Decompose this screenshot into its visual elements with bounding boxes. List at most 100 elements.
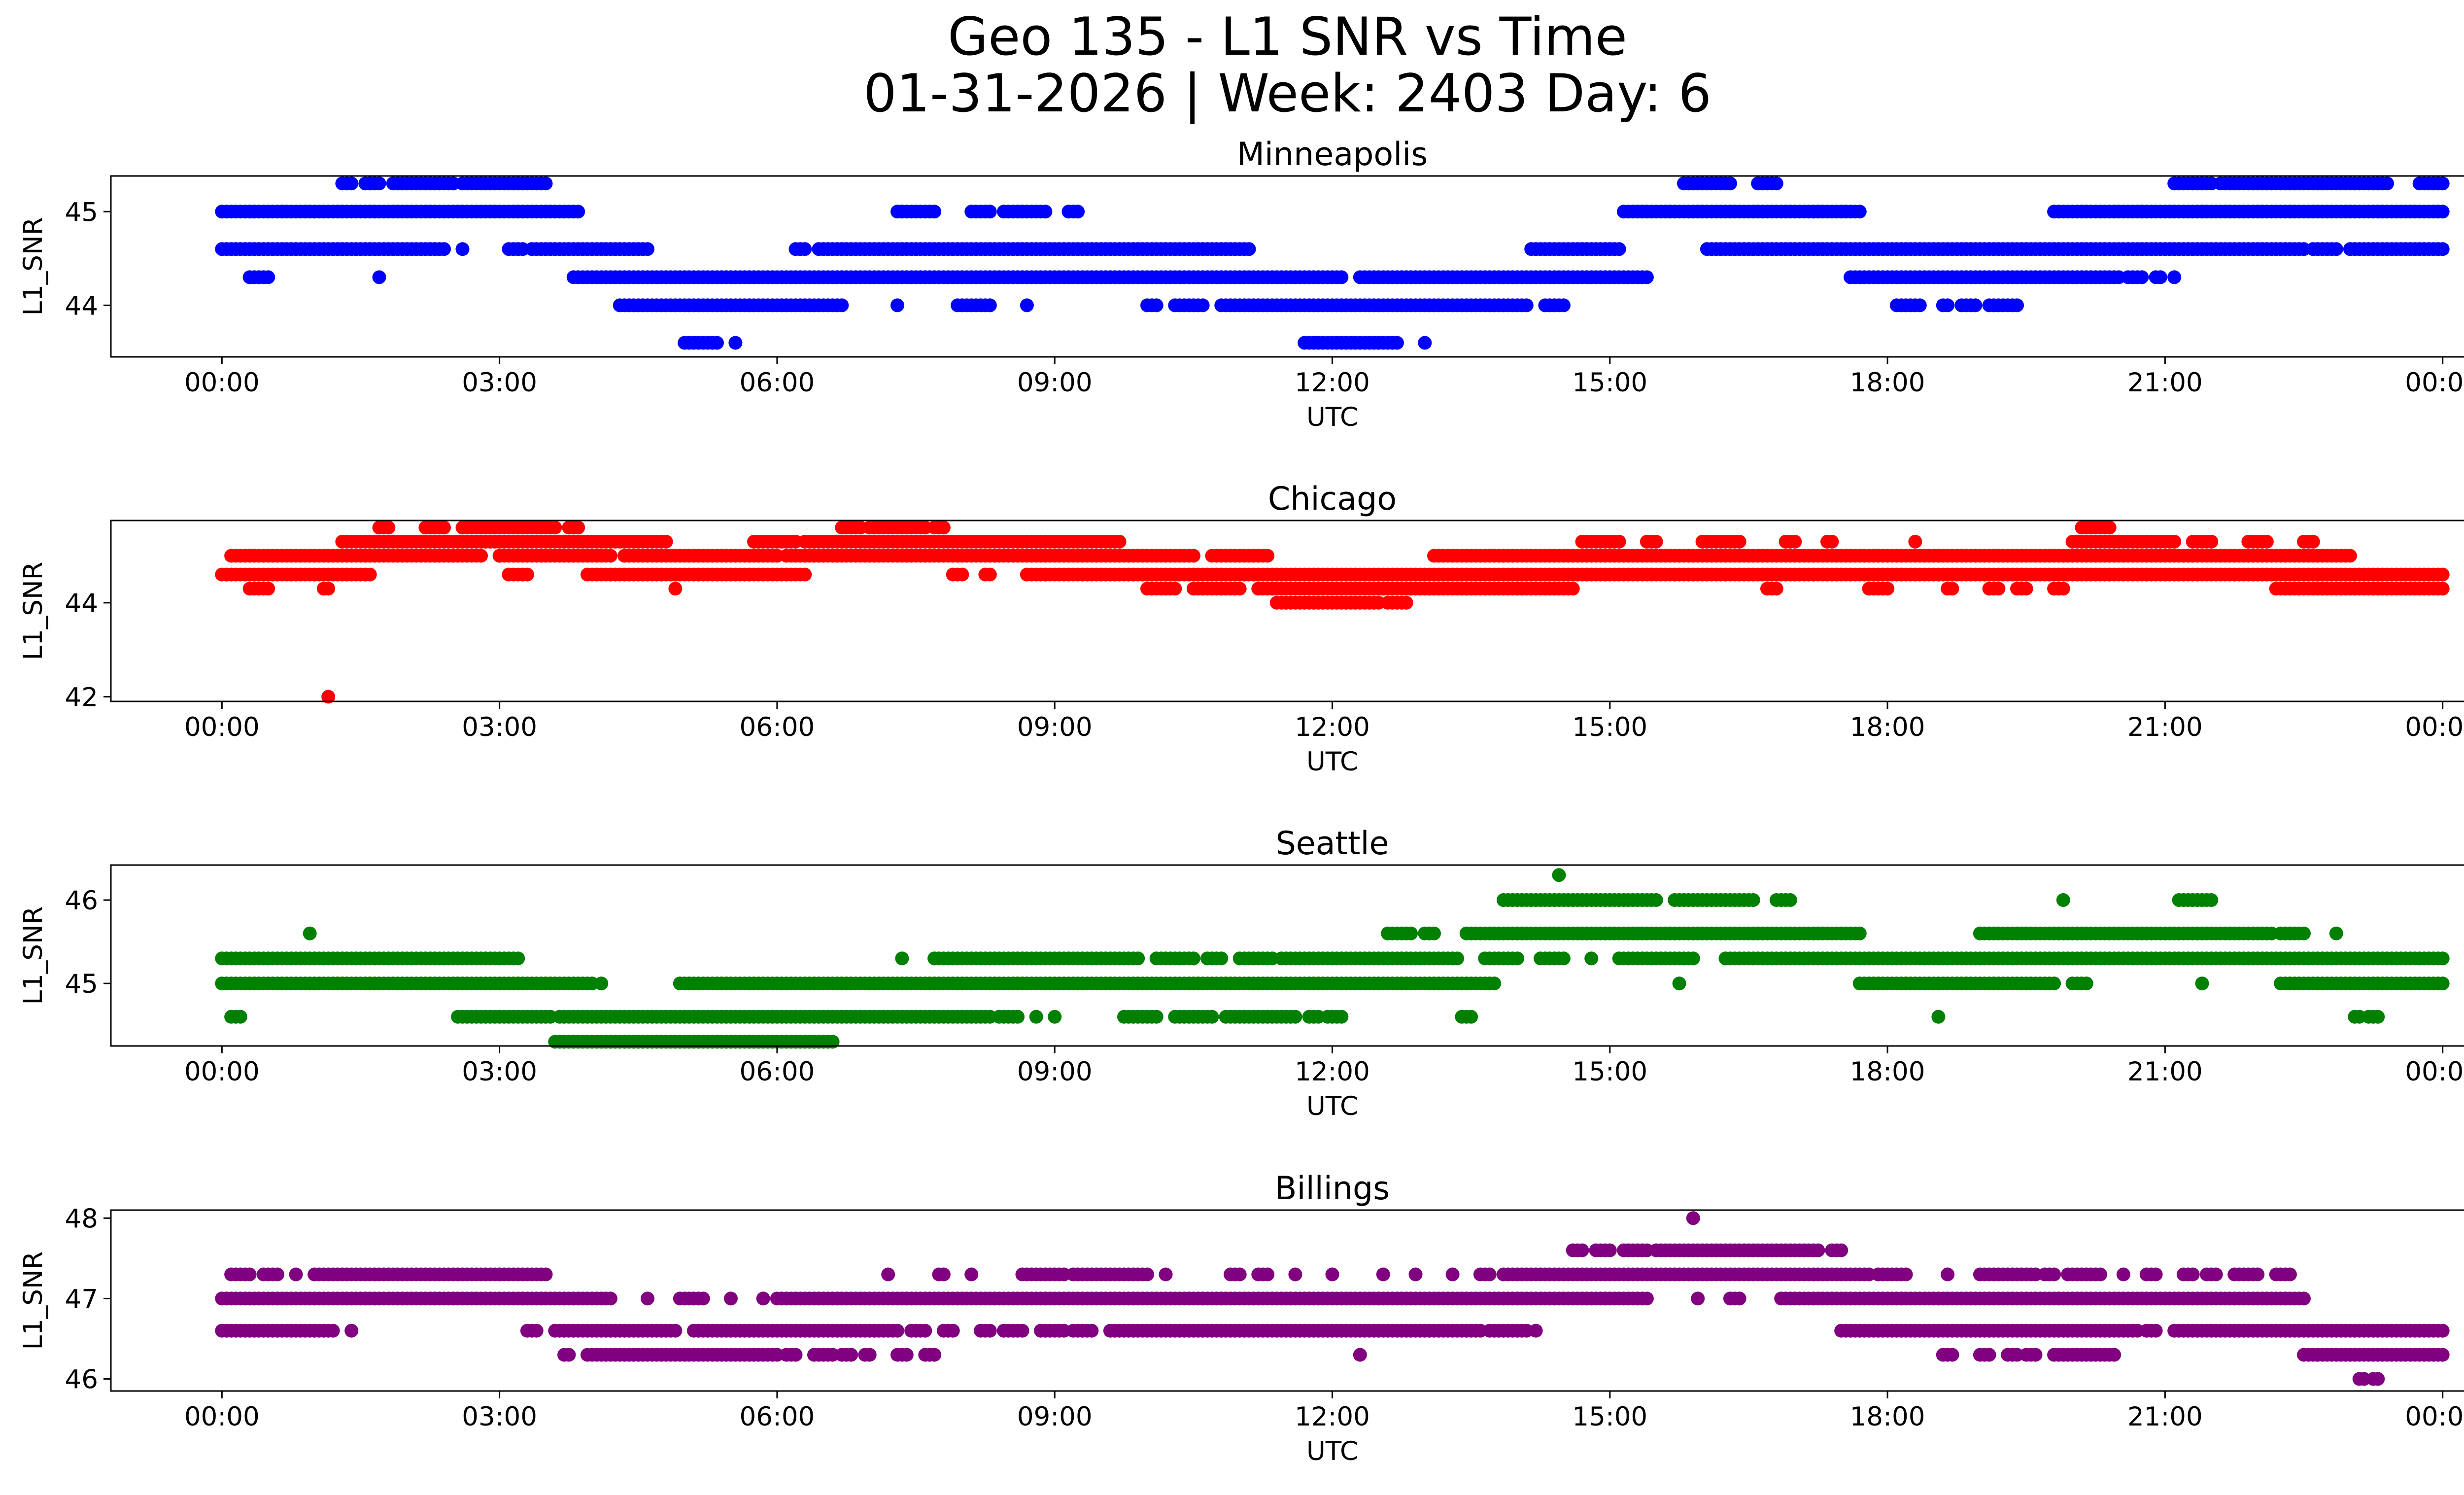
y-tick-label: 42 bbox=[65, 682, 98, 712]
data-point bbox=[1552, 868, 1566, 882]
data-point bbox=[233, 1009, 247, 1024]
subplot-title: Minneapolis bbox=[1237, 136, 1428, 173]
data-point bbox=[1487, 976, 1502, 991]
data-point bbox=[372, 270, 386, 284]
x-tick-label: 18:00 bbox=[1850, 368, 1925, 398]
data-point bbox=[1575, 1243, 1589, 1257]
data-point bbox=[2435, 582, 2450, 596]
data-point bbox=[1649, 893, 1663, 907]
data-point bbox=[2079, 976, 2093, 991]
data-point bbox=[1931, 1009, 1946, 1024]
x-tick-label: 03:00 bbox=[462, 1057, 537, 1087]
x-tick-label: 00:00 bbox=[184, 1057, 260, 1087]
data-point bbox=[1482, 1267, 1497, 1282]
x-axis-label: UTC bbox=[1306, 747, 1358, 777]
data-point bbox=[1408, 1267, 1423, 1282]
data-point bbox=[1686, 951, 1700, 966]
data-point bbox=[1941, 298, 1955, 313]
data-point bbox=[1612, 534, 1626, 549]
x-tick-label: 12:00 bbox=[1295, 1402, 1370, 1432]
data-point bbox=[1783, 893, 1797, 907]
data-point bbox=[2259, 534, 2274, 549]
data-point bbox=[363, 567, 377, 582]
x-tick-label: 18:00 bbox=[1850, 1402, 1925, 1432]
x-tick-label: 00:00 bbox=[2405, 368, 2464, 398]
y-axis-label: L1_SNR bbox=[18, 217, 48, 316]
data-point bbox=[1186, 549, 1200, 563]
data-point bbox=[1335, 1009, 1349, 1024]
data-point bbox=[520, 567, 534, 582]
data-point bbox=[261, 270, 275, 284]
data-point bbox=[1214, 951, 1229, 966]
data-point bbox=[1149, 1009, 1164, 1024]
data-point bbox=[724, 1291, 738, 1306]
x-tick-label: 00:00 bbox=[2405, 1402, 2464, 1432]
data-point bbox=[983, 298, 997, 313]
data-point bbox=[1029, 1009, 1043, 1024]
data-point bbox=[1991, 582, 2006, 596]
data-point bbox=[474, 549, 488, 563]
data-point bbox=[798, 567, 812, 582]
data-point bbox=[1011, 1009, 1025, 1024]
data-point bbox=[1376, 1267, 1390, 1282]
data-point bbox=[2283, 1267, 2297, 1282]
y-axis-label: L1_SNR bbox=[18, 906, 48, 1005]
data-point bbox=[2329, 242, 2343, 256]
data-point bbox=[2329, 926, 2343, 940]
data-point bbox=[437, 521, 451, 535]
data-point bbox=[668, 1323, 683, 1338]
x-tick-label: 15:00 bbox=[1572, 1402, 1647, 1432]
data-point bbox=[964, 1267, 979, 1282]
data-point bbox=[1908, 534, 1922, 549]
subplot-title: Seattle bbox=[1275, 825, 1389, 862]
data-point bbox=[1603, 1243, 1617, 1257]
data-point bbox=[1464, 1009, 1478, 1024]
series-points bbox=[215, 521, 2450, 704]
data-point bbox=[1399, 595, 1413, 610]
data-point bbox=[983, 567, 997, 582]
data-point bbox=[1945, 582, 1959, 596]
data-point bbox=[1288, 1009, 1302, 1024]
data-point bbox=[2167, 534, 2182, 549]
data-point bbox=[2371, 1372, 2385, 1386]
data-point bbox=[1968, 298, 1983, 313]
x-tick-label: 00:00 bbox=[184, 368, 260, 398]
x-tick-label: 18:00 bbox=[1850, 712, 1925, 742]
data-point bbox=[927, 205, 942, 219]
x-tick-label: 15:00 bbox=[1572, 1057, 1647, 1087]
data-point bbox=[1640, 270, 1654, 284]
data-point bbox=[1242, 242, 1256, 256]
data-point bbox=[571, 521, 585, 535]
data-point bbox=[1390, 336, 1404, 350]
data-point bbox=[529, 1323, 544, 1338]
x-tick-label: 09:00 bbox=[1017, 368, 1093, 398]
data-point bbox=[983, 1323, 997, 1338]
data-point bbox=[1085, 1323, 1099, 1338]
y-tick-label: 47 bbox=[65, 1284, 98, 1314]
data-point bbox=[788, 1348, 803, 1362]
data-point bbox=[261, 582, 275, 596]
data-point bbox=[548, 521, 562, 535]
subplot-title: Billings bbox=[1275, 1170, 1390, 1207]
x-tick-label: 00:00 bbox=[2405, 712, 2464, 742]
data-point bbox=[668, 582, 683, 596]
data-point bbox=[2135, 270, 2149, 284]
data-point bbox=[539, 1267, 553, 1282]
x-tick-label: 00:00 bbox=[184, 1402, 260, 1432]
data-point bbox=[2107, 1348, 2122, 1362]
data-point bbox=[571, 205, 585, 219]
data-point bbox=[1899, 1267, 1913, 1282]
data-point bbox=[289, 1267, 303, 1282]
data-point bbox=[2297, 1291, 2311, 1306]
data-point bbox=[1335, 270, 1349, 284]
data-point bbox=[1232, 1267, 1247, 1282]
data-point bbox=[2435, 567, 2450, 582]
data-point bbox=[539, 176, 553, 191]
data-point bbox=[1015, 1323, 1029, 1338]
data-point bbox=[2435, 205, 2450, 219]
x-tick-label: 15:00 bbox=[1572, 368, 1647, 398]
data-point bbox=[659, 534, 673, 549]
series-points bbox=[215, 176, 2450, 350]
data-point bbox=[1168, 582, 1182, 596]
